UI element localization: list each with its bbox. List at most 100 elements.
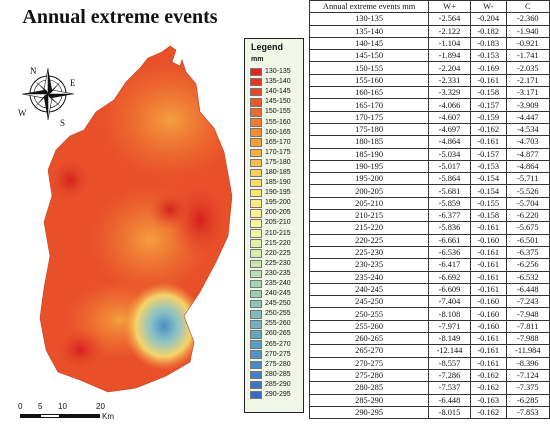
legend-swatch — [250, 279, 262, 289]
legend-item: 140-145 — [250, 87, 291, 97]
cell-w-plus: -8.557 — [428, 356, 471, 370]
cell-w-minus: -0.161 — [469, 270, 507, 284]
cell-w-minus: -0.162 — [469, 368, 507, 383]
cell-w-minus: -0.161 — [469, 344, 507, 358]
cell-c: -2.171 — [505, 73, 550, 88]
cell-w-minus: -0.161 — [469, 332, 507, 346]
cell-c: -7.988 — [505, 332, 550, 346]
cell-w-plus: -6.661 — [428, 233, 471, 247]
legend-label: 280-285 — [265, 370, 291, 378]
cell-range: 130-135 — [308, 12, 430, 26]
legend-swatch — [250, 178, 262, 188]
cell-range: 205-210 — [308, 196, 430, 211]
legend-swatch — [250, 77, 262, 87]
cell-w-plus: -3.329 — [428, 86, 471, 100]
legend-swatch — [250, 229, 262, 238]
legend-title: Legend — [251, 42, 284, 52]
cell-w-minus: -0.169 — [469, 61, 507, 75]
scale-tick-5: 5 — [38, 402, 43, 411]
cell-range: 150-155 — [308, 61, 430, 75]
legend-label: 140-145 — [265, 88, 291, 96]
cell-c: -2.035 — [505, 61, 550, 75]
cell-w-plus: -7.404 — [428, 295, 471, 309]
cell-range: 245-250 — [308, 295, 430, 309]
cell-w-plus: -2.331 — [428, 73, 471, 88]
legend-swatch — [250, 269, 262, 279]
legend-label: 290-295 — [265, 391, 291, 399]
cell-range: 235-240 — [308, 270, 430, 284]
legend-item: 195-200 — [250, 198, 291, 208]
cell-w-minus: -0.161 — [469, 73, 507, 88]
legend-item: 250-255 — [250, 309, 291, 319]
legend-item: 135-140 — [250, 77, 291, 87]
cell-range: 185-190 — [308, 147, 430, 161]
legend-swatch — [250, 148, 262, 158]
legend-swatch — [250, 249, 262, 258]
cell-w-plus: -5.859 — [428, 196, 471, 211]
legend-item: 190-195 — [250, 188, 291, 198]
cell-c: -6.256 — [505, 258, 550, 272]
compass-n: N — [30, 66, 37, 76]
legend-swatch — [250, 209, 262, 218]
legend-label: 230-235 — [265, 269, 291, 277]
legend-label: 260-265 — [265, 330, 291, 338]
cell-w-plus: -2.564 — [428, 12, 471, 26]
cell-c: -2.360 — [505, 12, 550, 26]
cell-c: -1.741 — [505, 49, 550, 63]
map-panel: N E S W Annual extreme events Legend mm … — [18, 6, 304, 421]
cell-w-minus: -0.159 — [469, 110, 507, 124]
cell-range: 145-150 — [308, 49, 430, 63]
cell-w-minus: -0.182 — [469, 24, 507, 38]
cell-w-minus: -0.153 — [469, 159, 507, 174]
table-row: 240-245 -6.609 -0.161 -6.448 — [308, 282, 550, 297]
table-row: 260-265 -8.149 -0.161 -7.988 — [308, 332, 550, 346]
legend-label: 270-275 — [265, 350, 291, 358]
cell-w-plus: -6.692 — [428, 270, 471, 284]
cell-w-plus: -8.015 — [428, 405, 471, 420]
legend-swatch — [250, 199, 262, 208]
table-row: 160-165 -3.329 -0.158 -3.171 — [308, 86, 550, 100]
cell-range: 260-265 — [308, 332, 430, 346]
legend-label: 145-150 — [265, 98, 291, 106]
cell-c: -6.220 — [505, 209, 550, 223]
table-row: 285-290 -6.448 -0.163 -6.285 — [308, 393, 550, 407]
header-w-plus: W+ — [428, 0, 471, 14]
legend-item: 255-260 — [250, 319, 291, 329]
table-row: 170-175 -4.607 -0.159 -4.447 — [308, 110, 550, 124]
cell-range: 230-235 — [308, 258, 430, 272]
table-panel: Annual extreme events mm W+ W- C 130-135… — [308, 0, 550, 420]
legend-item: 155-160 — [250, 117, 291, 127]
legend-label: 200-205 — [265, 209, 291, 217]
cell-range: 225-230 — [308, 245, 430, 260]
cell-range: 255-260 — [308, 319, 430, 334]
legend-item: 290-295 — [250, 390, 291, 400]
cell-range: 275-280 — [308, 368, 430, 383]
cell-w-plus: -6.377 — [428, 209, 471, 223]
table-row: 255-260 -7.971 -0.160 -7.811 — [308, 319, 550, 334]
cell-range: 250-255 — [308, 307, 430, 321]
table-row: 205-210 -5.859 -0.155 -5.704 — [308, 196, 550, 211]
cell-c: -8.396 — [505, 356, 550, 370]
cell-c: -7.853 — [505, 405, 550, 420]
legend-label: 130-135 — [265, 68, 291, 76]
table-row: 225-230 -6.536 -0.161 -6.375 — [308, 245, 550, 260]
compass-w: W — [18, 108, 27, 118]
legend-item: 215-220 — [250, 239, 291, 249]
cell-w-minus: -0.161 — [469, 282, 507, 297]
legend-item: 160-165 — [250, 128, 291, 138]
legend-label: 135-140 — [265, 78, 291, 86]
cell-c: -4.534 — [505, 122, 550, 137]
cell-c: -7.124 — [505, 368, 550, 383]
cell-w-minus: -0.160 — [469, 319, 507, 334]
cell-w-plus: -8.108 — [428, 307, 471, 321]
legend-swatch — [250, 239, 262, 248]
cell-w-minus: -0.153 — [469, 49, 507, 63]
scale-segment-2 — [40, 414, 60, 418]
table-row: 195-200 -5.864 -0.154 -5.711 — [308, 172, 550, 186]
cell-range: 190-195 — [308, 159, 430, 174]
cell-w-plus: -4.864 — [428, 135, 471, 149]
legend-label: 250-255 — [265, 310, 291, 318]
legend-label: 185-190 — [265, 179, 291, 187]
cell-w-plus: -1.104 — [428, 36, 471, 51]
legend-item: 275-280 — [250, 360, 291, 370]
